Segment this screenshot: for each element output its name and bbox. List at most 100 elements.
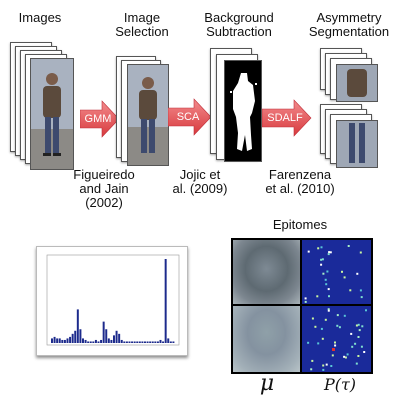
histogram-bar <box>82 338 84 343</box>
prob-speckle <box>330 365 333 367</box>
prob-map-top <box>302 240 371 304</box>
prob-speckle <box>357 323 360 326</box>
prob-speckle <box>327 308 330 311</box>
histogram-bar <box>97 341 100 343</box>
torso-segment-photo <box>336 64 378 102</box>
citation-farenzena: Farenzena et al. (2010) <box>252 168 348 196</box>
mean-epitome-top <box>233 240 300 304</box>
prob-speckle <box>346 353 349 356</box>
prob-speckle <box>304 297 307 300</box>
prob-speckle <box>355 362 358 365</box>
histogram-bar <box>61 339 64 343</box>
prob-speckle <box>321 337 324 340</box>
histogram-bar <box>151 341 154 343</box>
prob-symbol: P(τ) <box>323 375 357 394</box>
prob-speckle <box>347 245 350 247</box>
histogram-bar <box>162 341 165 343</box>
epitomes-title: Epitomes <box>272 217 328 232</box>
prob-speckle <box>320 246 323 249</box>
silhouette-mask <box>224 60 262 162</box>
prob-speckle <box>310 368 313 371</box>
pedestrian-photo <box>30 58 74 170</box>
prob-speckle <box>338 326 341 329</box>
stage-label-image-selection: Image Selection <box>104 11 180 39</box>
prob-speckle <box>341 270 343 273</box>
mean-symbol: μ <box>259 371 275 396</box>
stage-label-asymmetry-segmentation: Asymmetry Segmentation <box>300 11 398 39</box>
prob-speckle <box>360 296 363 299</box>
prob-speckle <box>356 272 359 275</box>
histogram-bar <box>102 321 105 343</box>
prob-speckle <box>365 309 367 312</box>
stage-label-images: Images <box>14 11 66 25</box>
histogram-bar <box>51 338 53 343</box>
bg-subtraction-stack <box>210 48 270 168</box>
histogram-bar <box>115 330 118 343</box>
pedestrian-photo <box>127 64 169 166</box>
prob-speckle <box>325 363 328 366</box>
histogram-bar <box>133 341 136 343</box>
histogram-bar <box>87 341 90 343</box>
stage-label-line1: Asymmetry <box>316 10 382 25</box>
stage-label-background-subtraction: Background Subtraction <box>194 11 284 39</box>
histogram-bar <box>123 341 126 343</box>
prob-speckle <box>320 258 323 261</box>
prob-map-bottom <box>302 306 371 372</box>
prob-speckle <box>350 332 353 335</box>
histogram-bar <box>128 341 131 343</box>
histogram-bar <box>84 339 87 343</box>
prob-speckle <box>357 336 360 338</box>
histogram-bar <box>76 309 79 343</box>
prob-speckle <box>331 354 334 357</box>
histogram-bar <box>149 341 152 343</box>
prob-speckle <box>334 344 337 347</box>
citation-line2: and Jain <box>79 181 129 196</box>
arrow-sdalf: SDALF <box>262 99 312 137</box>
prob-speckle <box>324 318 327 321</box>
prob-speckle <box>327 253 330 256</box>
histogram-bar <box>131 341 134 343</box>
histogram-bar <box>56 338 59 343</box>
histogram-bar <box>154 341 157 343</box>
prob-speckle <box>307 341 310 344</box>
stage-label-line1: Image <box>123 10 161 25</box>
histogram-plot <box>46 254 180 346</box>
histogram-bar <box>167 338 170 343</box>
selection-stack <box>116 56 176 166</box>
prob-speckle <box>343 314 346 317</box>
arrow-sca: SCA <box>168 98 212 136</box>
prob-speckle <box>334 341 336 344</box>
histogram-bar <box>125 341 128 343</box>
legs-segment-photo <box>336 120 378 168</box>
histogram-bar <box>159 339 162 343</box>
prob-speckle <box>320 327 323 330</box>
prob-speckle <box>358 329 361 332</box>
histogram-bar <box>58 338 61 343</box>
prob-speckle <box>321 258 324 261</box>
prob-speckle <box>327 309 330 312</box>
arrow-label: SDALF <box>267 112 303 124</box>
histogram-bar <box>138 341 141 343</box>
histogram-bar <box>89 341 92 343</box>
histogram-bar <box>172 341 175 343</box>
histogram-bar <box>74 330 77 343</box>
prob-speckle <box>328 295 330 298</box>
prob-speckle <box>311 359 314 362</box>
prob-speckle <box>361 325 364 328</box>
prob-speckle <box>328 251 331 254</box>
prob-speckle <box>326 270 329 273</box>
segmentation-stack-bottom <box>320 104 380 174</box>
histogram-bar <box>169 341 172 343</box>
prob-speckle <box>349 289 352 292</box>
prob-speckle <box>336 324 339 327</box>
prob-speckle <box>320 263 323 266</box>
epitome-grid <box>231 238 373 374</box>
prob-speckle <box>324 278 327 281</box>
histogram-axes-box <box>46 254 180 346</box>
citation-line3: (2002) <box>85 195 123 210</box>
histogram-bar <box>164 259 167 343</box>
histogram-bar <box>120 339 123 343</box>
histogram-bar <box>110 339 113 343</box>
prob-speckle <box>336 314 339 317</box>
citation-line1: Figueiredo <box>73 167 135 182</box>
